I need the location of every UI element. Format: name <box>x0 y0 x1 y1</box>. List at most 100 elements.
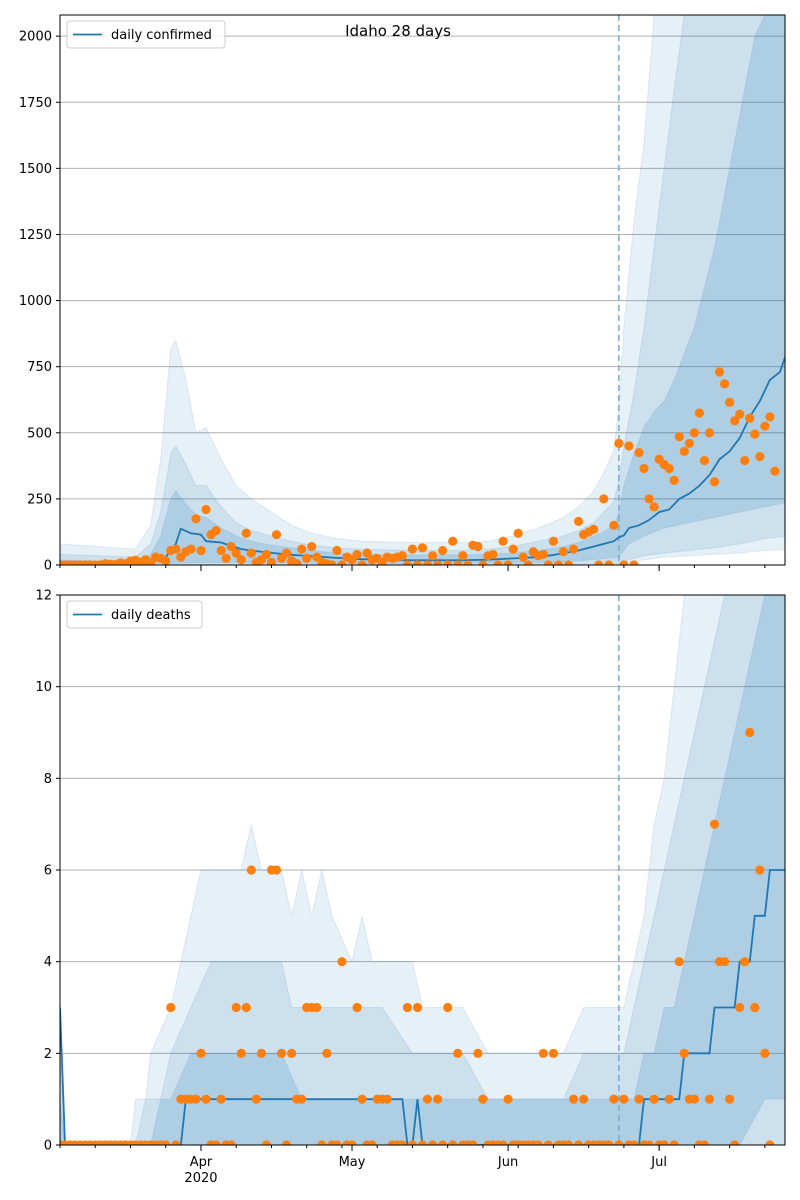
data-point <box>659 1140 669 1145</box>
data-point <box>750 1002 760 1013</box>
data-point <box>639 463 649 474</box>
data-point <box>594 560 604 565</box>
y-tick-label: 750 <box>27 360 52 375</box>
data-point <box>493 560 503 565</box>
data-point <box>538 549 548 560</box>
y-tick-label: 2 <box>44 1047 52 1062</box>
data-point <box>473 541 483 552</box>
data-point <box>704 1094 715 1104</box>
data-point <box>357 560 367 565</box>
data-point <box>417 543 428 553</box>
data-point <box>538 1048 548 1058</box>
data-point <box>664 1094 674 1104</box>
plot-area <box>60 15 785 565</box>
x-tick-label: May <box>339 1155 366 1170</box>
data-point <box>755 865 765 875</box>
data-point <box>614 438 624 448</box>
data-point <box>543 1140 553 1145</box>
data-point <box>438 1140 448 1145</box>
data-point <box>216 545 226 556</box>
data-point <box>196 545 206 556</box>
y-tick-label: 1250 <box>19 228 52 243</box>
data-point <box>332 545 342 556</box>
data-point <box>402 560 412 565</box>
data-point <box>443 560 453 565</box>
data-point <box>568 544 579 554</box>
data-point <box>468 1140 478 1145</box>
data-point <box>337 560 347 565</box>
data-point <box>417 1140 428 1145</box>
data-point <box>513 528 523 538</box>
data-point <box>191 514 201 524</box>
data-point <box>579 1094 589 1104</box>
data-point <box>211 1140 221 1145</box>
data-point <box>548 536 559 546</box>
data-point <box>397 551 407 561</box>
data-point <box>382 1094 392 1104</box>
data-point <box>221 553 231 563</box>
data-point <box>740 455 750 466</box>
data-point <box>352 1002 362 1013</box>
data-point <box>161 556 171 565</box>
data-point <box>543 560 553 565</box>
data-point <box>589 524 599 534</box>
data-point <box>438 545 448 556</box>
x-year-label: 2020 <box>184 1171 217 1186</box>
data-point <box>297 544 307 554</box>
data-point <box>719 379 730 389</box>
data-point <box>644 494 654 504</box>
y-tick-label: 1500 <box>19 162 52 177</box>
data-point <box>553 560 564 565</box>
axes-frame <box>59 14 786 566</box>
data-point <box>503 1094 513 1104</box>
data-point <box>422 560 433 565</box>
y-tick-label: 1750 <box>19 96 52 111</box>
data-point <box>231 548 241 558</box>
data-point <box>226 541 236 552</box>
data-point <box>719 957 730 967</box>
data-point <box>362 548 372 558</box>
uncertainty-band-outer <box>60 595 785 1145</box>
y-tick-label: 1000 <box>19 294 52 309</box>
y-tick-label: 6 <box>44 864 52 879</box>
data-point <box>236 1048 246 1058</box>
uncertainty-band-outer <box>60 15 785 565</box>
data-point <box>231 1002 241 1013</box>
data-point <box>563 560 574 565</box>
data-point <box>614 1140 624 1145</box>
data-point <box>186 544 196 554</box>
data-point <box>478 1094 488 1104</box>
data-point <box>297 1094 307 1104</box>
data-point <box>433 1094 443 1104</box>
data-point <box>624 441 634 451</box>
data-point <box>352 549 362 560</box>
data-point <box>322 1048 332 1058</box>
data-point <box>694 408 705 418</box>
data-point <box>573 1140 584 1145</box>
data-point <box>422 1094 433 1104</box>
data-point <box>307 541 317 552</box>
data-point <box>730 1140 740 1145</box>
data-point <box>699 455 710 466</box>
data-point <box>498 536 508 546</box>
data-point <box>689 428 699 438</box>
data-point <box>745 413 755 423</box>
data-point <box>669 1140 679 1145</box>
data-point <box>211 526 221 536</box>
data-point <box>609 1094 619 1104</box>
data-point <box>433 560 443 565</box>
data-point <box>427 551 438 561</box>
y-tick-label: 0 <box>44 1139 52 1154</box>
data-point <box>261 1140 272 1145</box>
data-point <box>533 1140 543 1145</box>
data-point <box>644 1140 654 1145</box>
data-point <box>246 865 256 875</box>
data-point <box>730 416 740 426</box>
data-point <box>236 555 246 565</box>
data-point <box>548 1048 559 1058</box>
data-point <box>604 1140 614 1145</box>
data-point <box>478 560 488 565</box>
data-point <box>599 494 609 504</box>
y-tick-label: 500 <box>27 426 52 441</box>
data-point <box>427 1140 438 1145</box>
